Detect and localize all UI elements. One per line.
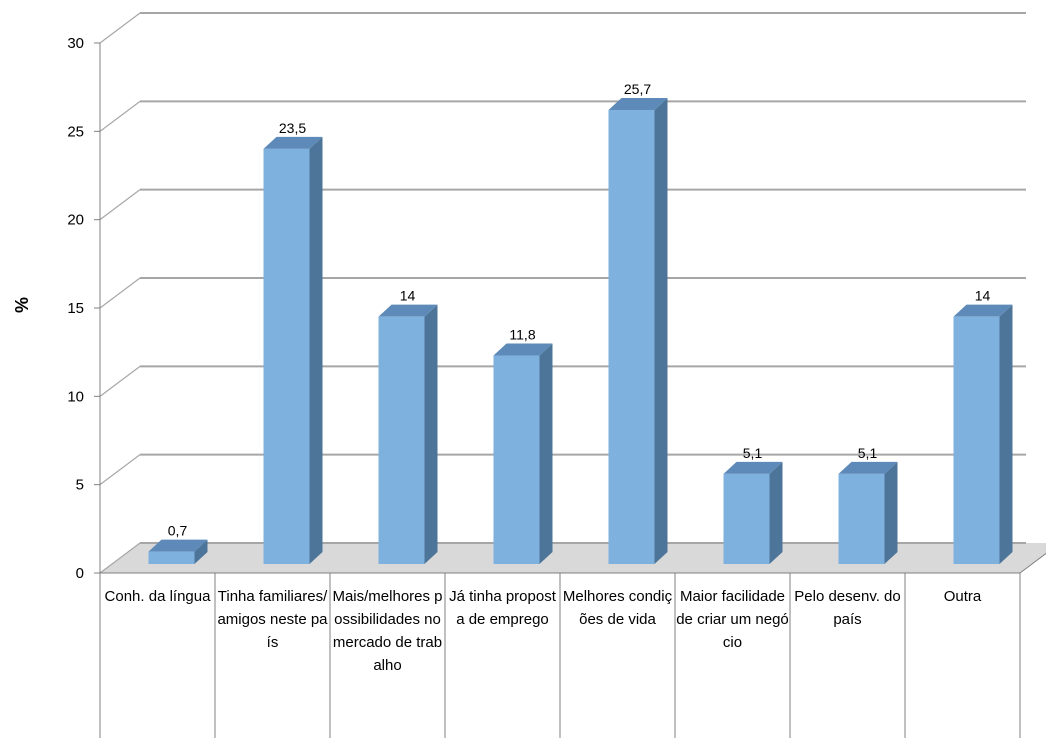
bar-top [838, 461, 898, 474]
bar-side [194, 539, 208, 564]
gridline-diagonal [99, 12, 141, 44]
x-tick-label: Tinha familiares/amigos neste país [217, 588, 328, 651]
x-tick-label: Maior facilidade de criar um negócio [676, 588, 789, 651]
bar-front [723, 473, 770, 564]
bar-top [493, 343, 553, 356]
gridline-diagonal [99, 454, 141, 486]
bar [148, 539, 208, 564]
bar-side [539, 343, 553, 564]
data-label: 25,7 [624, 81, 651, 97]
y-tick-label: 20 [67, 212, 84, 229]
bar-side [769, 461, 783, 564]
gridline-diagonal [99, 189, 141, 221]
bar-front [148, 551, 195, 564]
x-tick-label: Mais/melhores possibilidades no mercado … [332, 588, 443, 674]
x-tick-label: Outra [943, 588, 982, 605]
y-tick-label: 10 [67, 388, 84, 405]
data-label: 5,1 [858, 445, 878, 461]
bars [148, 97, 1013, 565]
bar-side [884, 461, 898, 564]
bar [723, 461, 783, 564]
gridlines [99, 12, 1046, 574]
bar-top [378, 304, 438, 317]
data-label: 14 [975, 288, 991, 304]
chart-floor [100, 543, 1046, 573]
gridline-diagonal [99, 277, 141, 309]
bar-top [953, 304, 1013, 317]
bar-side [309, 136, 323, 565]
bar [378, 304, 438, 564]
data-labels: 0,7 23,5 14 11,8 25,7 5,1 5,1 14 [168, 81, 991, 539]
x-tick-label: Pelo desenv. do país [794, 588, 901, 628]
bar-side [424, 304, 438, 564]
data-label: 11,8 [509, 327, 535, 343]
y-tick-label: 0 [76, 565, 84, 582]
bar-front [493, 355, 540, 564]
y-tick-label: 5 [76, 477, 84, 494]
bar-top [723, 461, 783, 474]
bar [838, 461, 898, 564]
x-tick-label: Melhores condições de vida [562, 588, 673, 628]
bar [953, 304, 1013, 564]
bar-top [608, 97, 668, 110]
axes: 0 5 10 15 20 25 30 [67, 35, 1046, 738]
data-label: 14 [400, 288, 416, 304]
bar-side [654, 97, 668, 564]
data-label: 23,5 [279, 120, 306, 136]
bar-top [148, 539, 208, 552]
y-tick-label: 30 [67, 35, 84, 52]
bar-front [838, 473, 885, 564]
bar-front [263, 148, 310, 565]
gridline-diagonal [99, 365, 141, 397]
y-axis-label: % [12, 297, 32, 313]
bar [263, 136, 323, 565]
bar-side [999, 304, 1013, 564]
gridline-diagonal [99, 542, 141, 574]
bar [608, 97, 668, 564]
x-tick-label: Conh. da língua [104, 588, 211, 605]
x-tick-label: Já tinha proposta de emprego [449, 588, 556, 628]
y-tick-label: 15 [67, 300, 84, 317]
y-tick-label: 25 [67, 123, 84, 140]
x-axis-depth-line [1019, 552, 1046, 574]
data-label: 0,7 [168, 523, 188, 539]
bar [493, 343, 553, 564]
bar-front [378, 316, 425, 564]
data-label: 5,1 [743, 445, 763, 461]
bar-top [263, 136, 323, 149]
bar-front [608, 109, 655, 564]
gridline-diagonal [99, 100, 141, 132]
bar-front [953, 316, 1000, 564]
